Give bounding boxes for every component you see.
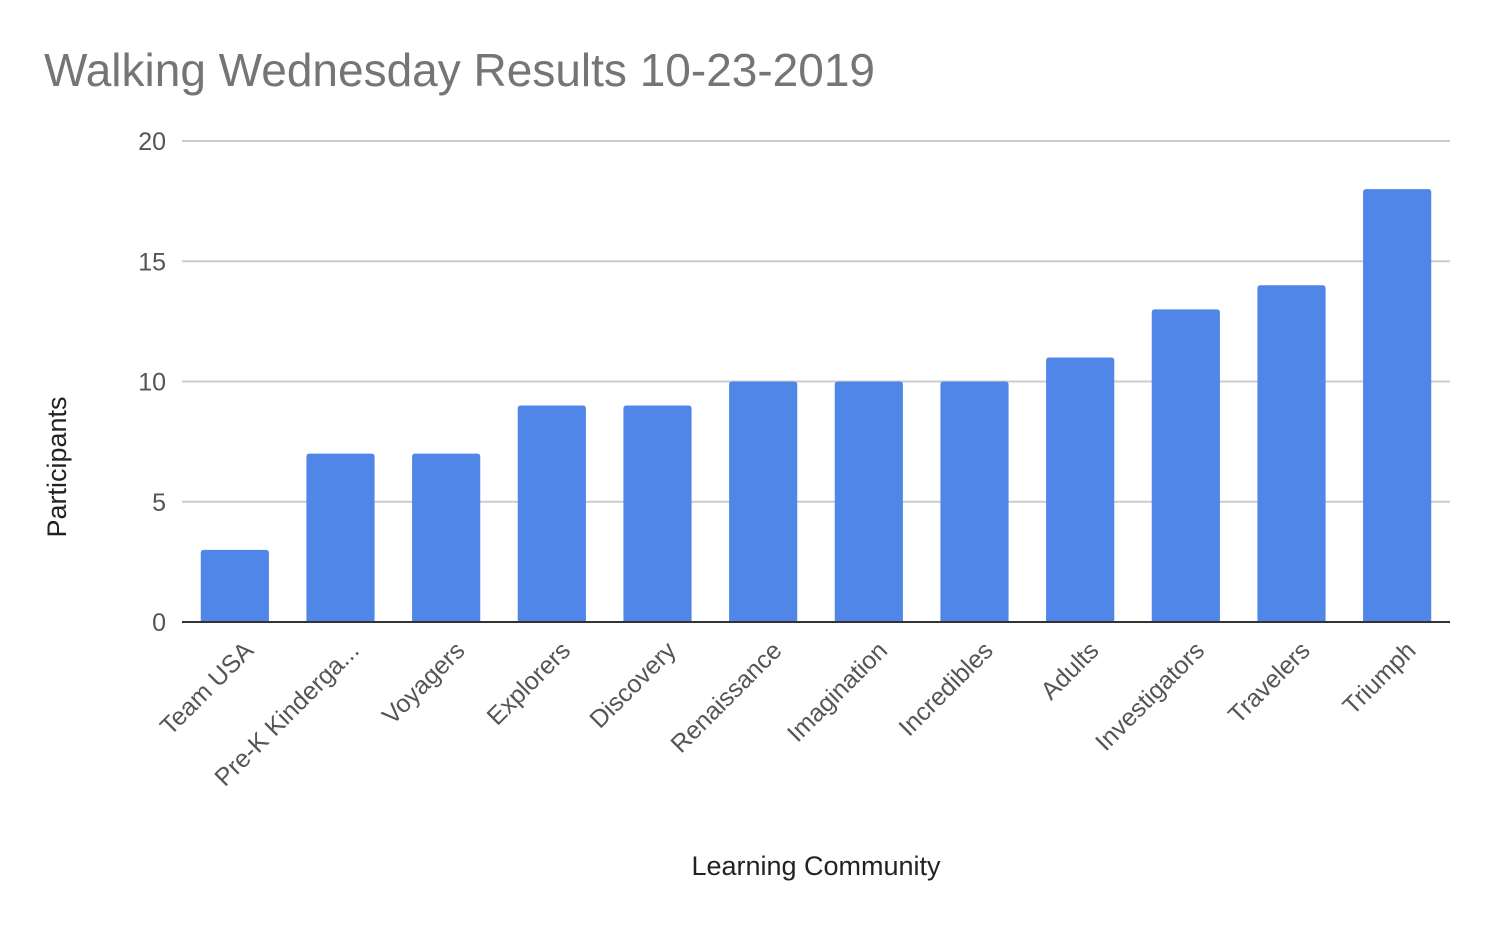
x-category-label: Incredibles [893, 636, 998, 741]
bar-triumph [1363, 189, 1432, 622]
bar-imagination [834, 381, 903, 622]
x-axis-title: Learning Community [691, 851, 941, 881]
bar-voyagers [412, 453, 481, 622]
chart-title: Walking Wednesday Results 10-23-2019 [44, 44, 875, 96]
y-axis-ticks: 0 5 10 15 20 [138, 128, 166, 637]
x-category-label: Voyagers [377, 636, 471, 730]
bar-pre-k-kinderga [306, 453, 375, 622]
x-category-label: Renaissance [665, 636, 787, 758]
y-tick-label: 0 [152, 609, 166, 637]
x-category-label: Discovery [584, 636, 682, 734]
y-tick-label: 10 [138, 369, 166, 397]
x-category-label: Imagination [782, 636, 893, 747]
x-category-label: Investigators [1090, 636, 1210, 756]
x-category-label: Adults [1035, 636, 1104, 705]
bars [200, 189, 1432, 622]
bar-incredibles [940, 381, 1009, 622]
y-tick-label: 5 [152, 489, 166, 517]
x-category-label: Travelers [1223, 636, 1316, 729]
bar-adults [1046, 357, 1115, 622]
bar-travelers [1257, 285, 1326, 622]
x-category-label: Team USA [155, 636, 260, 741]
bar-renaissance [729, 381, 798, 622]
bar-discovery [623, 405, 692, 622]
x-category-label: Explorers [482, 636, 576, 730]
y-axis-title: Participants [42, 396, 72, 537]
y-tick-label: 20 [138, 128, 166, 156]
y-tick-label: 15 [138, 248, 166, 276]
bar-investigators [1151, 309, 1220, 622]
gridlines [182, 140, 1450, 503]
x-category-label: Triumph [1337, 636, 1421, 720]
bar-team-usa [200, 549, 269, 622]
bar-explorers [517, 405, 586, 622]
